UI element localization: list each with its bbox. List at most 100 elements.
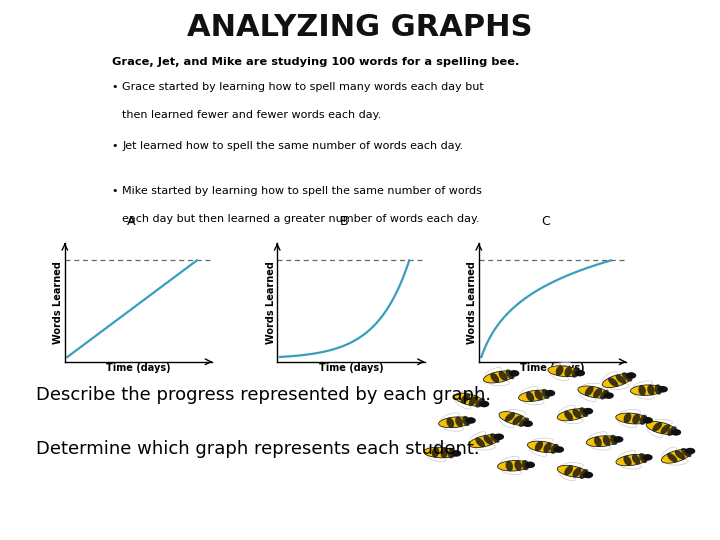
Ellipse shape	[667, 426, 677, 436]
Ellipse shape	[647, 384, 654, 395]
Ellipse shape	[559, 471, 575, 481]
Ellipse shape	[475, 444, 495, 450]
Ellipse shape	[529, 447, 547, 456]
Ellipse shape	[603, 374, 631, 388]
Ellipse shape	[586, 436, 618, 447]
Ellipse shape	[610, 435, 618, 445]
Ellipse shape	[441, 413, 459, 421]
Ellipse shape	[557, 409, 588, 421]
Text: A: A	[127, 214, 135, 227]
Ellipse shape	[671, 429, 681, 436]
Ellipse shape	[490, 433, 500, 443]
Ellipse shape	[639, 453, 647, 463]
Ellipse shape	[585, 386, 594, 396]
Ellipse shape	[608, 383, 629, 389]
Ellipse shape	[534, 390, 543, 400]
Ellipse shape	[523, 420, 533, 427]
Ellipse shape	[424, 447, 456, 458]
Ellipse shape	[502, 468, 521, 475]
Ellipse shape	[448, 448, 456, 458]
Ellipse shape	[681, 448, 691, 457]
Ellipse shape	[446, 417, 454, 428]
Ellipse shape	[618, 451, 636, 460]
Y-axis label: Words Learned: Words Learned	[467, 261, 477, 344]
Ellipse shape	[441, 448, 448, 458]
Ellipse shape	[624, 456, 631, 466]
Ellipse shape	[526, 392, 534, 402]
Ellipse shape	[451, 450, 462, 457]
Ellipse shape	[575, 370, 585, 376]
Ellipse shape	[590, 444, 611, 450]
Ellipse shape	[613, 436, 624, 443]
Ellipse shape	[475, 398, 485, 408]
Ellipse shape	[427, 454, 446, 462]
Ellipse shape	[500, 456, 520, 464]
Ellipse shape	[469, 435, 499, 448]
Ellipse shape	[603, 392, 614, 399]
Ellipse shape	[618, 420, 636, 428]
Ellipse shape	[675, 450, 685, 460]
Ellipse shape	[652, 422, 662, 431]
Text: Grace, Jet, and Mike are studying 100 words for a spelling bee.: Grace, Jet, and Mike are studying 100 wo…	[112, 57, 519, 67]
Ellipse shape	[525, 462, 535, 468]
Ellipse shape	[505, 413, 515, 422]
Ellipse shape	[489, 380, 510, 386]
Ellipse shape	[535, 441, 543, 451]
Ellipse shape	[662, 447, 677, 458]
Ellipse shape	[514, 460, 522, 471]
Ellipse shape	[583, 383, 604, 389]
Ellipse shape	[593, 388, 602, 398]
Ellipse shape	[490, 373, 499, 383]
Ellipse shape	[578, 386, 609, 398]
Ellipse shape	[563, 418, 583, 423]
Text: •: •	[112, 82, 118, 92]
Ellipse shape	[499, 371, 508, 381]
Ellipse shape	[550, 373, 569, 381]
Ellipse shape	[685, 448, 696, 455]
Ellipse shape	[600, 390, 609, 400]
Ellipse shape	[494, 434, 504, 440]
Ellipse shape	[513, 415, 523, 424]
Ellipse shape	[475, 437, 485, 447]
Ellipse shape	[660, 424, 670, 434]
Ellipse shape	[667, 459, 688, 465]
Ellipse shape	[523, 399, 544, 404]
Ellipse shape	[583, 471, 593, 478]
Ellipse shape	[505, 410, 526, 416]
Ellipse shape	[616, 375, 626, 384]
Text: Grace started by learning how to spell many words each day but: Grace started by learning how to spell m…	[122, 82, 484, 92]
Ellipse shape	[551, 444, 559, 454]
Ellipse shape	[642, 454, 652, 461]
Ellipse shape	[631, 385, 662, 395]
Ellipse shape	[564, 367, 572, 377]
Ellipse shape	[662, 449, 690, 463]
Ellipse shape	[541, 389, 550, 399]
Ellipse shape	[521, 387, 538, 395]
Ellipse shape	[667, 453, 678, 462]
Ellipse shape	[608, 377, 618, 387]
Ellipse shape	[654, 384, 662, 395]
Ellipse shape	[580, 407, 588, 417]
Y-axis label: Words Learned: Words Learned	[266, 261, 276, 344]
Ellipse shape	[469, 396, 478, 406]
Ellipse shape	[461, 394, 470, 403]
Ellipse shape	[603, 372, 618, 382]
Ellipse shape	[544, 442, 552, 453]
Ellipse shape	[634, 393, 654, 399]
Ellipse shape	[505, 369, 515, 379]
Ellipse shape	[479, 401, 490, 407]
Ellipse shape	[583, 408, 593, 415]
Ellipse shape	[647, 422, 676, 434]
Ellipse shape	[626, 372, 636, 379]
X-axis label: Time (days): Time (days)	[107, 363, 171, 373]
Ellipse shape	[639, 415, 647, 425]
Ellipse shape	[554, 446, 564, 453]
Ellipse shape	[466, 417, 476, 424]
Ellipse shape	[657, 386, 668, 393]
Ellipse shape	[557, 465, 588, 477]
Ellipse shape	[572, 468, 581, 477]
Text: each day but then learned a greater number of words each day.: each day but then learned a greater numb…	[122, 214, 480, 224]
Text: Determine which graph represents each student.: Determine which graph represents each st…	[36, 440, 480, 458]
Ellipse shape	[455, 399, 471, 409]
Ellipse shape	[556, 366, 564, 376]
